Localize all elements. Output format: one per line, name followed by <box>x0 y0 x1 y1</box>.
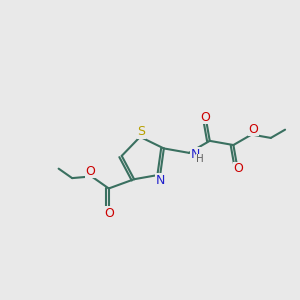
Text: H: H <box>196 154 204 164</box>
Text: O: O <box>200 111 210 124</box>
Text: O: O <box>248 123 258 136</box>
Text: O: O <box>85 164 95 178</box>
Text: O: O <box>233 162 243 175</box>
Text: N: N <box>156 173 166 187</box>
Text: S: S <box>138 125 146 138</box>
Text: O: O <box>104 207 114 220</box>
Text: N: N <box>191 148 200 161</box>
